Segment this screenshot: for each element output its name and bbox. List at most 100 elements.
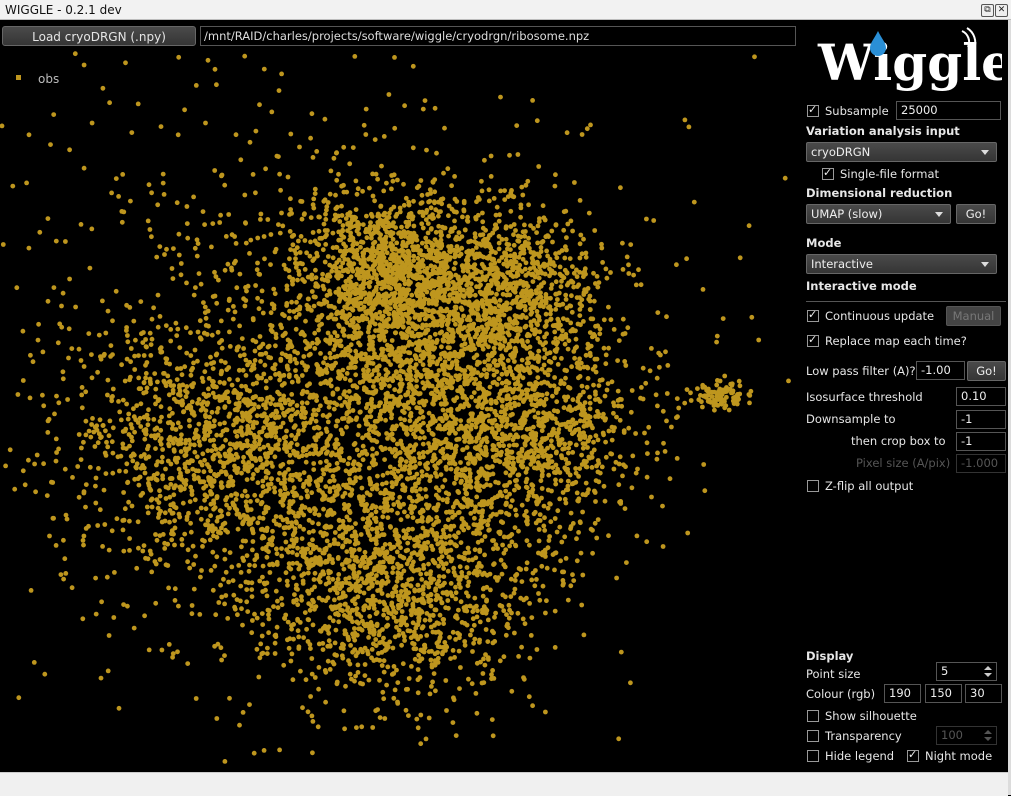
scatter-point: [313, 479, 319, 485]
scatter-point: [258, 359, 263, 364]
scatter-point: [96, 466, 101, 471]
scatter-point: [489, 290, 495, 296]
scatter-point: [153, 394, 158, 400]
scatter-point: [356, 318, 362, 324]
restore-icon[interactable]: ⧉: [981, 4, 994, 17]
scatter-point: [468, 411, 474, 417]
scatter-point: [512, 487, 517, 493]
scatter-point: [501, 414, 506, 420]
scatter-point: [147, 330, 153, 336]
scatter-point: [364, 270, 370, 275]
scatter-point: [552, 550, 558, 556]
scatter-point: [490, 266, 496, 272]
scatter-point: [171, 440, 176, 446]
scatter-point: [204, 362, 210, 367]
scatter-point: [530, 279, 536, 284]
scatter-point: [189, 411, 195, 416]
scatter-point: [419, 325, 425, 331]
scatter-point: [476, 278, 482, 283]
scatter-point: [417, 461, 423, 466]
scatter-point: [595, 437, 601, 443]
scatter-point: [272, 485, 277, 491]
scatter-point: [548, 286, 554, 291]
scatter-point: [342, 304, 347, 310]
scatter-point: [482, 367, 487, 372]
load-cryodrgn-button[interactable]: Load cryoDRGN (.npy): [2, 26, 196, 46]
scatter-point: [346, 401, 352, 407]
scatter-point: [379, 163, 384, 169]
scatter-point: [371, 368, 377, 373]
scatter-point: [378, 505, 383, 511]
scatter-point: [234, 419, 239, 425]
scatter-point: [334, 437, 339, 443]
scatter-point: [360, 443, 366, 449]
scatter-point: [132, 429, 138, 435]
scatter-plot[interactable]: [0, 51, 800, 771]
scatter-point: [432, 264, 438, 270]
scatter-point: [369, 526, 375, 532]
scatter-point: [471, 390, 477, 395]
scatter-point: [411, 253, 417, 259]
scatter-point: [439, 243, 445, 249]
scatter-point: [121, 548, 127, 554]
scatter-point: [240, 432, 245, 438]
scatter-point: [527, 245, 532, 251]
scatter-point: [646, 424, 652, 430]
scatter-point: [342, 376, 348, 382]
scatter-point: [167, 476, 173, 481]
scatter-point: [215, 406, 221, 411]
scatter-point: [528, 223, 533, 229]
scatter-point: [335, 386, 340, 392]
scatter-point: [596, 280, 602, 285]
scatter-point: [597, 378, 603, 383]
scatter-point: [294, 403, 300, 408]
scatter-point: [425, 271, 431, 277]
scatter-point: [188, 353, 194, 358]
scatter-point: [213, 612, 219, 618]
scatter-point: [461, 287, 466, 293]
scatter-point: [469, 303, 475, 309]
scatter-point: [309, 490, 315, 496]
scatter-point: [121, 490, 126, 495]
scatter-point: [504, 277, 509, 282]
scatter-point: [419, 469, 425, 474]
scatter-point: [83, 432, 89, 438]
scatter-point: [189, 383, 194, 388]
scatter-point: [317, 372, 323, 377]
scatter-point: [210, 378, 215, 384]
scatter-point: [146, 407, 151, 413]
file-path-field[interactable]: /mnt/RAID/charles/projects/software/wigg…: [200, 26, 796, 46]
scatter-point: [322, 259, 328, 265]
scatter-point: [560, 328, 565, 334]
scatter-point: [498, 423, 504, 429]
scatter-point: [609, 437, 615, 443]
scatter-point: [223, 527, 228, 533]
scatter-point: [618, 501, 624, 506]
scatter-point: [343, 279, 349, 284]
scatter-point: [157, 557, 163, 562]
scatter-point: [129, 503, 135, 509]
close-icon[interactable]: ✕: [995, 4, 1008, 17]
scatter-point: [561, 227, 567, 233]
scatter-point: [359, 485, 365, 491]
scatter-point: [373, 328, 378, 333]
scatter-point: [141, 543, 147, 548]
scatter-point: [209, 332, 215, 338]
scatter-point: [421, 268, 427, 274]
scatter-point: [375, 473, 380, 479]
scatter-point: [318, 403, 323, 409]
scatter-point: [287, 452, 293, 458]
scatter-point: [286, 268, 292, 274]
scatter-point: [483, 341, 488, 347]
scatter-point: [239, 383, 245, 389]
scatter-point: [366, 390, 372, 395]
scatter-point: [93, 483, 98, 489]
scatter-point: [386, 278, 392, 284]
scatter-point: [540, 464, 546, 469]
scatter-point: [408, 372, 413, 378]
scatter-point: [657, 364, 662, 370]
scatter-point: [539, 486, 545, 491]
scatter-point: [54, 450, 59, 455]
scatter-point: [484, 439, 490, 445]
scatter-point: [285, 174, 291, 180]
